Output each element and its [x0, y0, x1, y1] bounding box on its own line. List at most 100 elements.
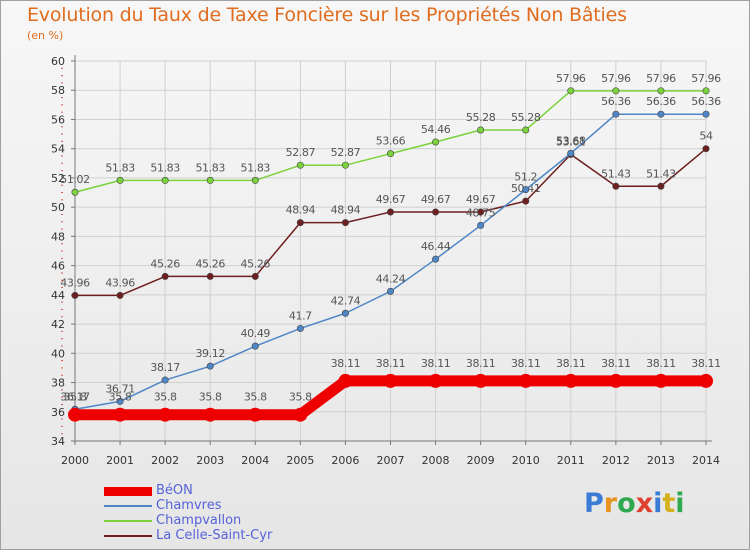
data-point: [522, 186, 530, 194]
logo-letter: t: [662, 488, 676, 519]
data-point: [432, 208, 440, 216]
logo-letter: P: [584, 488, 604, 519]
data-point: [341, 219, 349, 227]
logo-letter: i: [675, 488, 685, 519]
data-label: 56.36: [646, 95, 676, 108]
data-label: 51.83: [105, 161, 135, 174]
data-label: 38.11: [511, 357, 541, 370]
data-label: 44.24: [376, 272, 406, 285]
y-axis-ticks: 34 36 38 40 42 44 46 48 50 52 54 56 58 60: [51, 55, 75, 448]
data-point: [612, 110, 620, 118]
y-tick-label: 36: [51, 406, 65, 419]
data-point: [68, 407, 82, 422]
data-point: [251, 272, 259, 280]
y-tick-label: 56: [51, 113, 65, 126]
data-point: [206, 272, 214, 280]
data-label: 57.96: [646, 72, 676, 85]
logo-letter: r: [603, 488, 618, 519]
data-point: [518, 373, 533, 388]
data-label: 51.43: [601, 167, 631, 180]
data-point: [699, 373, 713, 388]
x-tick-label: 2013: [647, 454, 675, 467]
legend-swatch-champvallon: [104, 520, 152, 522]
data-label: 38.11: [376, 357, 406, 370]
data-label: 38.11: [601, 357, 631, 370]
x-tick-label: 2005: [286, 454, 314, 467]
data-point: [522, 197, 530, 205]
data-label: 38.11: [466, 357, 496, 370]
data-label: 35.8: [64, 391, 87, 404]
y-tick-label: 42: [51, 318, 65, 331]
logo-letter: o: [617, 488, 636, 519]
data-label: 38.17: [150, 361, 180, 374]
data-label: 38.11: [691, 357, 721, 370]
y-tick-label: 44: [51, 289, 65, 302]
data-point: [612, 87, 620, 95]
legend-label-chamvres: Chamvres: [156, 498, 222, 513]
data-label: 54: [699, 130, 713, 143]
data-point: [383, 373, 398, 388]
data-label: 45.26: [241, 257, 271, 270]
legend-label-la-celle-saint-cyr: La Celle-Saint-Cyr: [156, 528, 273, 543]
y-tick-label: 34: [51, 435, 65, 448]
data-label: 35.8: [289, 391, 312, 404]
logo-letter: x: [635, 488, 654, 519]
legend-swatch-la-celle-saint-cyr: [104, 535, 152, 537]
data-label: 38.11: [421, 357, 451, 370]
data-point: [71, 188, 79, 196]
data-label: 51.83: [195, 161, 225, 174]
y-tick-label: 52: [51, 172, 65, 185]
data-label: 43.96: [60, 276, 90, 289]
data-label: 51.83: [150, 161, 180, 174]
data-label: 39.12: [195, 347, 225, 360]
data-label: 53.61: [556, 135, 586, 148]
data-label: 53.66: [376, 135, 406, 148]
data-label: 51.2: [514, 171, 537, 184]
data-label: 48.94: [331, 204, 361, 217]
data-point: [206, 362, 214, 370]
data-point: [702, 110, 710, 118]
series-beon: 35.8 35.8 35.8 35.8 35.8 35.8 38.11 38.11 38.11 3…: [64, 357, 721, 422]
data-label: 55.28: [466, 111, 496, 124]
data-point: [477, 126, 485, 134]
proxiti-logo: Proxiti: [584, 488, 685, 519]
y-tick-label: 48: [51, 230, 65, 243]
legend: BéON Chamvres Champvallon La Celle-Saint…: [104, 483, 364, 544]
data-point: [161, 376, 169, 384]
data-label: 35.8: [109, 391, 132, 404]
data-point: [341, 161, 349, 169]
x-tick-label: 2008: [422, 454, 450, 467]
data-label: 46.44: [421, 240, 451, 253]
data-label: 51.83: [241, 161, 271, 174]
data-label: 57.96: [556, 72, 586, 85]
x-tick-label: 2000: [61, 454, 89, 467]
data-point: [386, 208, 394, 216]
logo-letter: i: [653, 488, 663, 519]
data-point: [702, 145, 710, 153]
data-point: [71, 291, 79, 299]
data-point: [293, 407, 308, 422]
data-label: 57.96: [601, 72, 631, 85]
data-label: 54.46: [421, 123, 451, 136]
data-point: [161, 272, 169, 280]
data-label: 52.87: [331, 146, 361, 159]
data-point: [563, 373, 578, 388]
data-point: [473, 373, 488, 388]
y-tick-label: 58: [51, 84, 65, 97]
data-point: [296, 324, 304, 332]
data-point: [116, 397, 124, 405]
x-tick-label: 2004: [241, 454, 269, 467]
data-point: [296, 161, 304, 169]
data-point: [428, 373, 443, 388]
legend-item-la-celle-saint-cyr: La Celle-Saint-Cyr: [104, 528, 364, 544]
data-point: [657, 110, 665, 118]
data-label: 42.74: [331, 294, 361, 307]
data-point: [296, 219, 304, 227]
x-tick-label: 2001: [106, 454, 134, 467]
series-champvallon: 51.02 51.83 51.83 51.83 51.83 52.87 52.87 53.66…: [60, 72, 722, 196]
data-point: [116, 291, 124, 299]
x-tick-label: 2002: [151, 454, 179, 467]
data-label: 41.7: [289, 309, 312, 322]
data-label: 48.75: [466, 206, 496, 219]
